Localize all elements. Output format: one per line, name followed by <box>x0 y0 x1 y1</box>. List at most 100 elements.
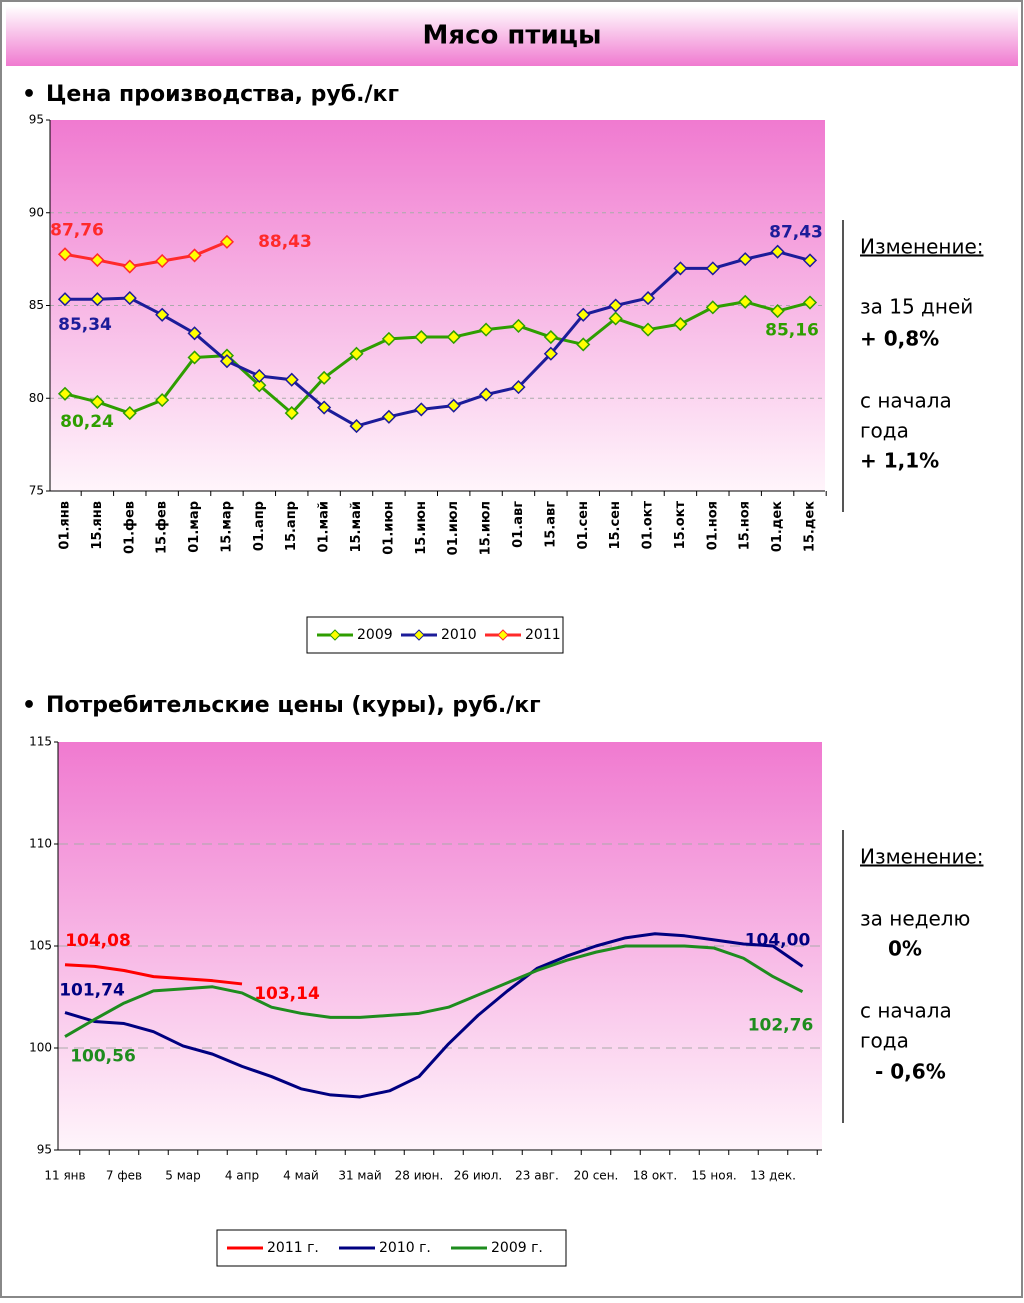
data-label: 104,08 <box>65 931 131 951</box>
data-label: 102,76 <box>748 1016 814 1036</box>
side-note: года <box>860 1029 909 1053</box>
x-tick-label: 11 янв <box>44 1169 85 1183</box>
point-marker <box>252 368 267 384</box>
y-tick-label: 105 <box>29 939 52 953</box>
point-marker <box>770 244 785 259</box>
point-marker <box>543 346 558 361</box>
legend-label: 2011 <box>525 627 561 643</box>
x-tick-label: 01.янв <box>58 501 73 550</box>
x-tick-label: 23 авг. <box>515 1169 559 1183</box>
y-tick-label: 80 <box>29 391 44 405</box>
data-label: 100,56 <box>70 1047 136 1067</box>
series-line <box>64 944 804 1038</box>
x-tick-label: 20 сен. <box>574 1169 619 1183</box>
x-tick-label: 15.мар <box>219 501 234 553</box>
side-note: года <box>860 419 909 443</box>
point-marker <box>187 326 202 341</box>
bullet: • <box>22 693 36 718</box>
point-marker <box>608 298 623 313</box>
x-tick-label: 4 апр <box>225 1169 259 1183</box>
point-marker <box>738 294 753 309</box>
x-tick-label: 31 май <box>338 1169 381 1183</box>
x-tick-label: 01.мар <box>187 501 202 553</box>
y-tick-label: 75 <box>29 484 44 498</box>
x-tick-label: 15.май <box>349 501 364 553</box>
x-tick-label: 15.окт <box>673 501 688 550</box>
legend-label: 2009 г. <box>491 1240 543 1256</box>
x-tick-label: 13 дек. <box>750 1169 796 1183</box>
point-marker <box>90 292 105 307</box>
side-note: Изменение: <box>860 235 984 259</box>
x-tick-label: 01.ноя <box>705 501 720 550</box>
y-tick-label: 90 <box>29 205 44 219</box>
chart-title: Потребительские цены (куры), руб./кг <box>46 693 541 718</box>
point-marker <box>57 292 73 307</box>
legend-marker <box>329 629 341 641</box>
legend-label: 2010 <box>441 627 477 643</box>
y-tick-label: 95 <box>37 1143 52 1157</box>
point-marker <box>155 393 170 408</box>
data-label: 85,16 <box>765 321 819 341</box>
point-marker <box>155 253 170 269</box>
point-marker <box>802 253 818 268</box>
x-tick-label: 15.апр <box>284 501 299 551</box>
data-label: 88,43 <box>258 232 312 252</box>
side-note: за неделю <box>860 907 970 931</box>
point-marker <box>57 386 73 401</box>
point-marker <box>122 291 137 306</box>
data-label: 87,76 <box>50 220 104 240</box>
point-marker <box>57 247 73 262</box>
point-marker <box>446 398 461 413</box>
x-tick-label: 01.дек <box>770 501 785 552</box>
point-marker <box>349 419 364 434</box>
point-marker <box>673 316 688 332</box>
point-marker <box>705 261 720 276</box>
x-tick-label: 01.окт <box>641 501 656 550</box>
x-tick-label: 15.сен <box>608 501 623 550</box>
point-marker <box>705 300 720 315</box>
point-marker <box>187 350 202 365</box>
x-tick-label: 15.июн <box>414 501 429 555</box>
x-tick-label: 01.апр <box>252 501 267 551</box>
side-note: Изменение: <box>860 845 984 869</box>
point-marker <box>576 307 591 322</box>
x-tick-label: 01.июл <box>446 501 461 555</box>
point-marker <box>543 329 558 345</box>
legend-label: 2009 <box>357 627 393 643</box>
side-note: 0% <box>888 937 922 961</box>
x-tick-label: 5 мар <box>165 1169 200 1183</box>
point-marker <box>381 331 396 346</box>
x-tick-label: 18 окт. <box>633 1169 677 1183</box>
point-marker <box>511 318 526 333</box>
point-marker <box>479 322 494 337</box>
point-marker <box>284 372 299 387</box>
side-note: с начала <box>860 999 952 1023</box>
data-label: 103,14 <box>254 984 320 1004</box>
x-tick-label: 01.май <box>317 501 332 553</box>
point-marker <box>155 307 170 322</box>
point-marker <box>770 304 785 319</box>
point-marker <box>122 259 137 274</box>
point-marker <box>284 406 299 421</box>
y-tick-label: 95 <box>29 113 44 127</box>
x-tick-label: 15 ноя. <box>691 1169 736 1183</box>
point-marker <box>479 387 494 402</box>
point-marker <box>317 370 332 385</box>
legend-box <box>216 1229 567 1267</box>
y-tick-label: 115 <box>29 735 52 749</box>
point-marker <box>511 380 526 395</box>
side-note: + 0,8% <box>860 327 939 351</box>
point-marker <box>317 400 332 415</box>
x-tick-label: 01.сен <box>576 501 591 550</box>
data-label: 80,24 <box>60 412 114 432</box>
x-tick-label: 01.авг <box>511 501 526 548</box>
data-label: 101,74 <box>59 981 125 1001</box>
x-tick-label: 01.июн <box>381 501 396 555</box>
point-marker <box>349 346 364 361</box>
series-line <box>64 932 804 1099</box>
point-marker <box>673 261 688 276</box>
x-tick-label: 26 июл. <box>454 1169 502 1183</box>
x-tick-label: 28 июн. <box>395 1169 444 1183</box>
